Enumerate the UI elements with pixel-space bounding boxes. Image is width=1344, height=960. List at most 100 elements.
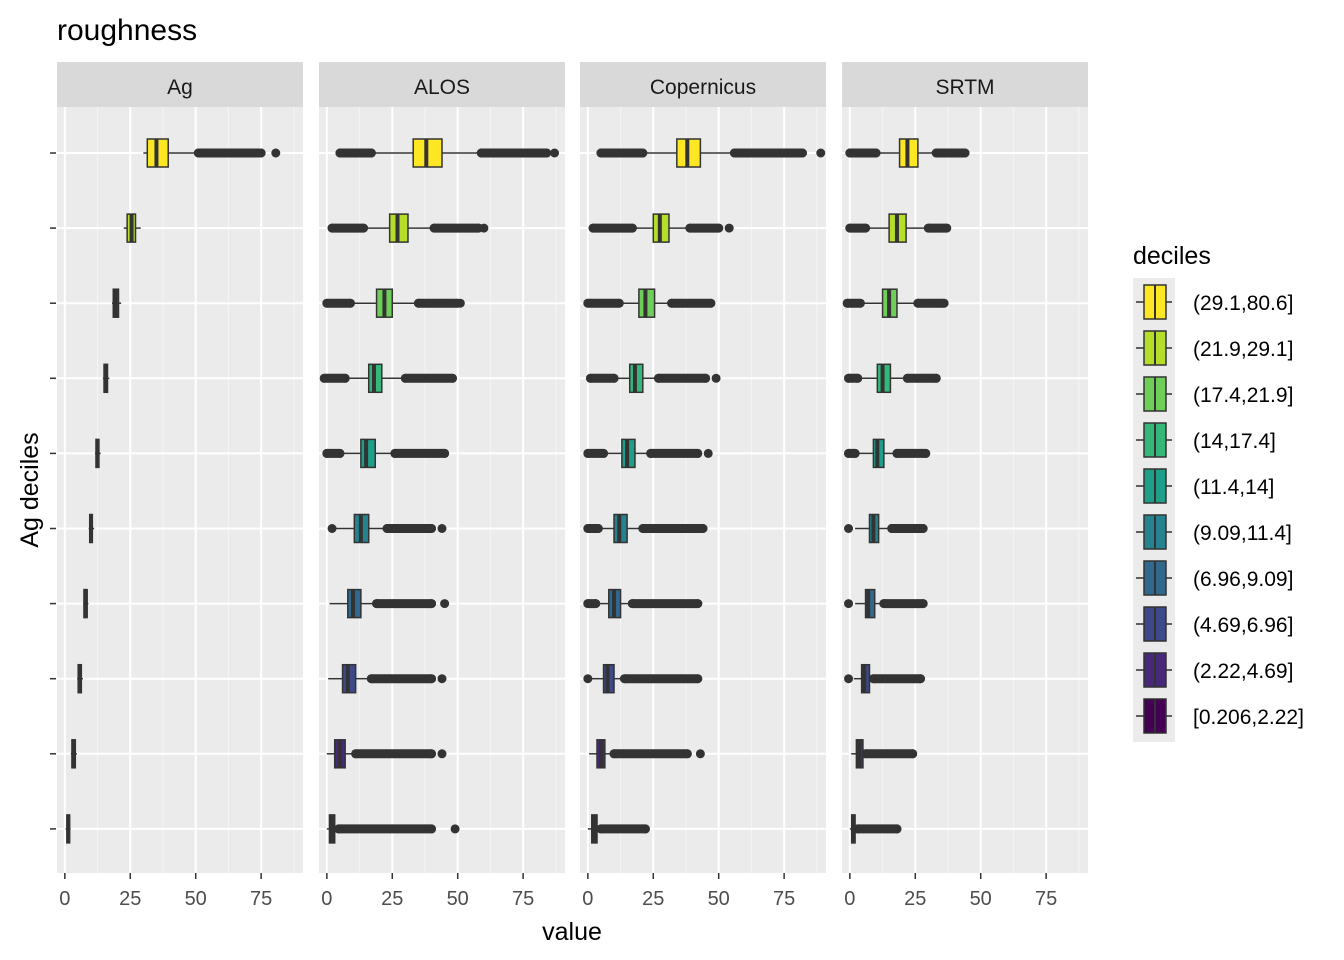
boxplot-copernicus-6	[583, 513, 708, 544]
outlier-point	[256, 148, 266, 158]
outlier-point	[591, 599, 601, 609]
boxplot-copernicus-3	[583, 288, 716, 318]
boxplot-ag-2	[123, 213, 141, 243]
outlier-point	[871, 148, 881, 158]
outlier-point	[627, 599, 637, 609]
outlier-point	[845, 148, 855, 158]
outlier-point	[842, 298, 852, 308]
outlier-point	[921, 448, 931, 458]
x-tick-label: 0	[844, 888, 855, 910]
outlier-point	[427, 674, 437, 684]
x-tick-label: 0	[582, 888, 593, 910]
outlier-point	[638, 524, 648, 533]
legend-key-0-206-2-22: [0.206,2.22]	[1136, 698, 1304, 734]
outlier-point	[908, 749, 918, 759]
facet-label-srtm: SRTM	[935, 76, 994, 99]
legend-label: [0.206,2.22]	[1193, 706, 1304, 729]
outlier-point	[619, 674, 629, 684]
outlier-point	[853, 373, 863, 383]
boxplot-alos-8	[328, 663, 447, 694]
outlier-point	[855, 298, 865, 308]
outlier-point	[614, 298, 624, 308]
boxplot-alos-4	[319, 363, 457, 394]
outlier-point	[335, 448, 345, 458]
legend-label: (6.96,9.09]	[1193, 568, 1293, 591]
outlier-point	[701, 373, 711, 383]
boxplot-srtm-3	[842, 288, 949, 318]
legend-key-9-09-11-4: (9.09,11.4]	[1136, 514, 1292, 550]
outlier-point	[531, 148, 541, 158]
outlier-point	[382, 524, 392, 533]
outlier-point	[887, 524, 897, 533]
outlier-point	[844, 599, 854, 609]
facet-label-alos: ALOS	[414, 76, 470, 99]
outlier-point	[583, 448, 593, 458]
boxplot-alos-6	[327, 513, 447, 544]
outlier-point	[366, 674, 376, 684]
outlier-point	[583, 599, 593, 609]
outlier-point	[550, 148, 560, 158]
boxplot-alos-7	[329, 588, 450, 619]
outlier-point	[711, 373, 721, 383]
outlier-point	[667, 298, 677, 308]
x-tick-label: 75	[250, 888, 272, 910]
legend-label: (29.1,80.6]	[1193, 292, 1293, 315]
boxplot-srtm-1	[845, 138, 970, 168]
outlier-point	[327, 524, 337, 533]
legend-key-29-1-80-6: (29.1,80.6]	[1136, 284, 1293, 320]
legend-key-21-9-29-1: (21.9,29.1]	[1136, 330, 1293, 366]
outlier-point	[916, 674, 926, 684]
outlier-point	[583, 524, 593, 533]
legend-keys: (29.1,80.6] (21.9,29.1] (17.4,21.9] (14,17.…	[1136, 284, 1304, 734]
outlier-point	[345, 298, 355, 308]
legend-key-11-4-14: (11.4,14]	[1136, 468, 1274, 504]
boxplot-copernicus-8	[583, 663, 703, 694]
outlier-point	[427, 599, 437, 609]
outlier-point	[593, 524, 603, 533]
outlier-point	[640, 824, 650, 834]
legend-label: (17.4,21.9]	[1193, 384, 1293, 407]
outlier-point	[599, 448, 609, 458]
outlier-point	[638, 148, 648, 158]
outlier-point	[400, 373, 410, 383]
boxplot-alos-10	[326, 814, 460, 844]
outlier-point	[372, 599, 382, 609]
outlier-point	[271, 148, 281, 158]
facet-strip	[842, 62, 1088, 107]
facet-strip	[57, 62, 303, 107]
boxplot-ag-7	[83, 588, 89, 619]
legend-label: (14,17.4]	[1193, 430, 1276, 453]
boxplot-srtm-10	[849, 814, 902, 844]
legend-label: (2.22,4.69]	[1193, 660, 1293, 683]
outlier-point	[693, 674, 703, 684]
legend-key-14-17-4: (14,17.4]	[1136, 422, 1276, 458]
legend: deciles (29.1,80.6] (21.9,29.1] (17.4,21.9…	[1133, 242, 1304, 742]
outlier-point	[923, 223, 933, 233]
boxplot-copernicus-10	[587, 814, 650, 844]
boxplot-alos-2	[327, 213, 489, 243]
x-tick-label: 25	[904, 888, 926, 910]
outlier-point	[542, 148, 552, 158]
boxplot-srtm-7	[844, 588, 928, 619]
boxplot-copernicus-1	[596, 138, 826, 168]
outlier-point	[588, 223, 598, 233]
boxplot-copernicus-7	[583, 588, 703, 619]
outlier-point	[455, 298, 465, 308]
outlier-point	[429, 223, 439, 233]
outlier-point	[797, 148, 807, 158]
outlier-point	[450, 824, 460, 834]
boxplot-srtm-2	[845, 213, 952, 243]
outlier-point	[583, 298, 593, 308]
outlier-point	[413, 298, 423, 308]
boxplot-ag-10	[65, 814, 71, 844]
legend-label: (11.4,14]	[1193, 476, 1274, 499]
boxplot-alos-5	[322, 438, 450, 469]
x-tick-label: 75	[512, 888, 534, 910]
outlier-point	[850, 448, 860, 458]
outlier-point	[892, 448, 902, 458]
outlier-point	[193, 148, 203, 158]
boxplot-ag-9	[70, 739, 77, 769]
outlier-point	[942, 223, 952, 233]
outlier-point	[583, 674, 593, 684]
outlier-point	[322, 298, 332, 308]
